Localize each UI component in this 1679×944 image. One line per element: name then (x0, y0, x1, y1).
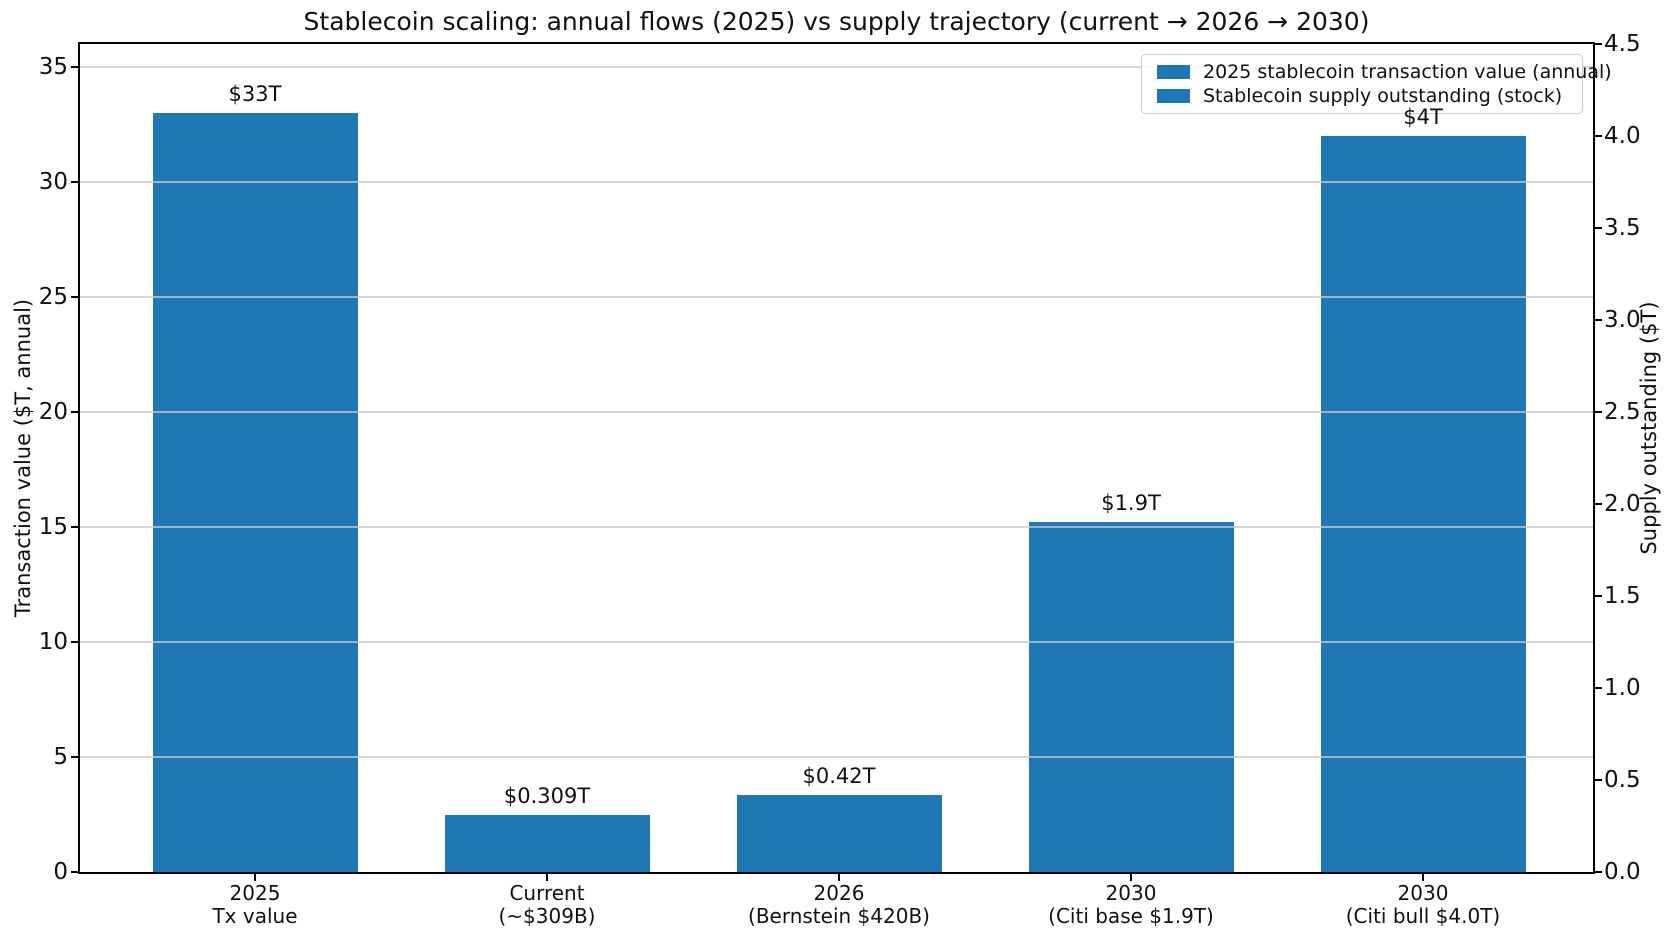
left-y-tick-mark (71, 641, 80, 643)
left-y-tick-label: 35 (38, 54, 68, 80)
gridline (80, 756, 1593, 758)
bar-2026-2 (736, 795, 942, 872)
right-y-tick-mark (1593, 227, 1602, 229)
x-tick-label-line1: 2030 (1397, 881, 1449, 905)
gridline (80, 66, 1593, 68)
left-y-tick-label: 25 (38, 284, 68, 310)
left-y-tick-mark (71, 181, 80, 183)
x-tick-label-line2: (Bernstein $420B) (748, 904, 930, 928)
right-y-tick-label: 1.5 (1604, 583, 1641, 609)
legend: 2025 stablecoin transaction value (annua… (1141, 54, 1612, 114)
right-y-tick-label: 3.0 (1604, 307, 1641, 333)
right-y-tick-mark (1593, 871, 1602, 873)
gridline (80, 296, 1593, 298)
left-axis-label: Transaction value ($T, annual) (11, 298, 35, 618)
gridline (80, 641, 1593, 643)
left-y-tick-mark (71, 296, 80, 298)
bar-value-label: $0.309T (503, 784, 591, 808)
left-y-tick-label: 30 (38, 169, 68, 195)
x-tick-label: 2026 (Bernstein $420B) (669, 882, 1009, 928)
legend-swatch-blue-icon (1157, 65, 1190, 79)
legend-swatch-blue-icon (1157, 89, 1190, 103)
legend-label: 2025 stablecoin transaction value (annua… (1203, 61, 1612, 83)
legend-row: 2025 stablecoin transaction value (annua… (1157, 60, 1612, 84)
right-y-tick-mark (1593, 411, 1602, 413)
x-tick-label-line1: Current (509, 881, 585, 905)
right-y-tick-mark (1593, 779, 1602, 781)
x-tick-label-line2: (Citi base $1.9T) (1048, 904, 1214, 928)
right-y-tick-mark (1593, 595, 1602, 597)
right-y-tick-label: 2.5 (1604, 399, 1641, 425)
right-y-tick-mark (1593, 135, 1602, 137)
left-y-tick-label: 20 (38, 399, 68, 425)
chart-title: Stablecoin scaling: annual flows (2025) … (303, 7, 1370, 36)
legend-label: Stablecoin supply outstanding (stock) (1203, 85, 1563, 107)
right-axis-label: Supply outstanding ($T) (1637, 301, 1661, 555)
bar-2025-0 (152, 113, 358, 872)
legend-row: Stablecoin supply outstanding (stock) (1157, 84, 1572, 108)
bar-value-label: $4T (1403, 105, 1443, 129)
x-tick-label-line2: Tx value (212, 904, 298, 928)
right-y-tick-mark (1593, 503, 1602, 505)
x-tick-mark (838, 872, 840, 881)
left-y-tick-mark (71, 411, 80, 413)
right-y-tick-label: 0.5 (1604, 767, 1641, 793)
left-y-tick-mark (71, 526, 80, 528)
x-tick-label-line2: (Citi bull $4.0T) (1345, 904, 1501, 928)
left-y-tick-label: 0 (53, 859, 68, 885)
left-y-tick-mark (71, 756, 80, 758)
right-y-tick-label: 3.5 (1604, 215, 1641, 241)
left-y-tick-mark (71, 66, 80, 68)
right-y-tick-label: 4.5 (1604, 31, 1641, 57)
x-tick-label: Current (~$309B) (377, 882, 717, 928)
right-y-tick-label: 4.0 (1604, 123, 1641, 149)
gridline (80, 411, 1593, 413)
bar-2030-4 (1320, 136, 1526, 872)
bar-value-label: $1.9T (1101, 491, 1161, 515)
plot-area: $33T 2025 Tx value $0.309T Current (~$309B) $0… (39, 32, 1641, 928)
right-y-tick-mark (1593, 43, 1602, 45)
left-y-tick-label: 5 (53, 744, 68, 770)
x-tick-label: 2025 Tx value (85, 882, 425, 928)
left-y-tick-label: 10 (38, 629, 68, 655)
left-y-tick-label: 15 (38, 514, 68, 540)
left-y-tick-mark (71, 871, 80, 873)
bar-value-label: $0.42T (802, 764, 876, 788)
gridline (80, 526, 1593, 528)
right-y-tick-mark (1593, 319, 1602, 321)
right-y-tick-mark (1593, 687, 1602, 689)
x-tick-mark (1130, 872, 1132, 881)
x-tick-label: 2030 (Citi base $1.9T) (961, 882, 1301, 928)
bar-current-1 (444, 815, 650, 872)
bar-2030-3 (1028, 522, 1234, 872)
x-tick-label-line1: 2025 (229, 881, 281, 905)
x-tick-label-line1: 2026 (813, 881, 865, 905)
right-y-tick-label: 0.0 (1604, 859, 1641, 885)
right-y-tick-label: 2.0 (1604, 491, 1641, 517)
x-tick-label-line2: (~$309B) (498, 904, 596, 928)
x-tick-mark (546, 872, 548, 881)
x-tick-mark (254, 872, 256, 881)
x-tick-label: 2030 (Citi bull $4.0T) (1253, 882, 1593, 928)
right-y-tick-label: 1.0 (1604, 675, 1641, 701)
bar-value-label: $33T (228, 82, 282, 106)
gridline (80, 181, 1593, 183)
x-tick-label-line1: 2030 (1105, 881, 1157, 905)
x-tick-mark (1422, 872, 1424, 881)
